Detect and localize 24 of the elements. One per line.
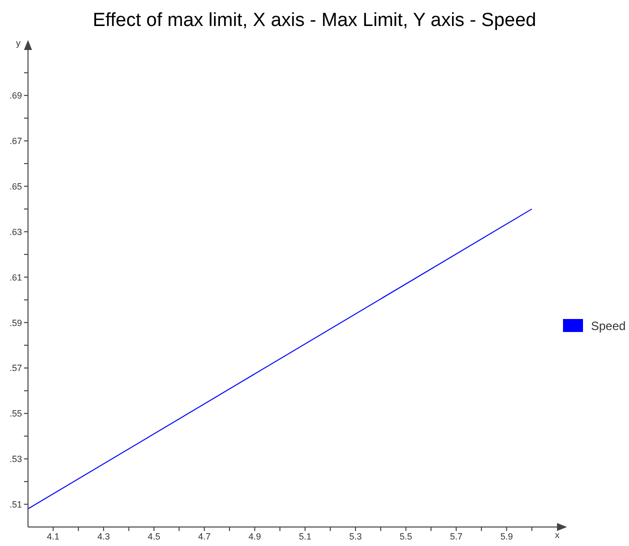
- y-tick-label: .59: [9, 318, 22, 328]
- y-tick-label: .63: [9, 226, 22, 237]
- y-tick-label: .57: [9, 363, 22, 374]
- x-tick-label: 5.9: [500, 531, 513, 542]
- x-tick-label: 5.3: [349, 531, 362, 542]
- x-tick-label: 4.3: [97, 531, 110, 542]
- x-tick-label: 5.1: [298, 531, 312, 542]
- x-axis-title: x: [555, 530, 560, 540]
- y-tick-label: .61: [9, 272, 22, 282]
- x-tick-label: 4.7: [198, 531, 211, 542]
- y-axis-title: y: [16, 38, 20, 48]
- y-tick-label: .51: [9, 499, 22, 510]
- x-tick-label: 5.5: [400, 531, 412, 542]
- x-tick-label: 4.5: [148, 531, 160, 542]
- legend-label: Speed: [590, 318, 626, 332]
- y-tick-label: .65: [9, 181, 22, 192]
- x-tick-label: 4.9: [248, 531, 261, 542]
- y-tick-label: .53: [9, 454, 22, 464]
- y-tick-label: .69: [9, 90, 22, 101]
- x-tick-label: 4.1: [46, 531, 60, 542]
- y-tick-label: .55: [9, 408, 22, 419]
- chart-title: Effect of max limit, X axis - Max Limit, Y axis - Speed: [92, 10, 538, 32]
- y-tick-label: .67: [9, 136, 22, 146]
- x-tick-label: 5.7: [450, 531, 462, 542]
